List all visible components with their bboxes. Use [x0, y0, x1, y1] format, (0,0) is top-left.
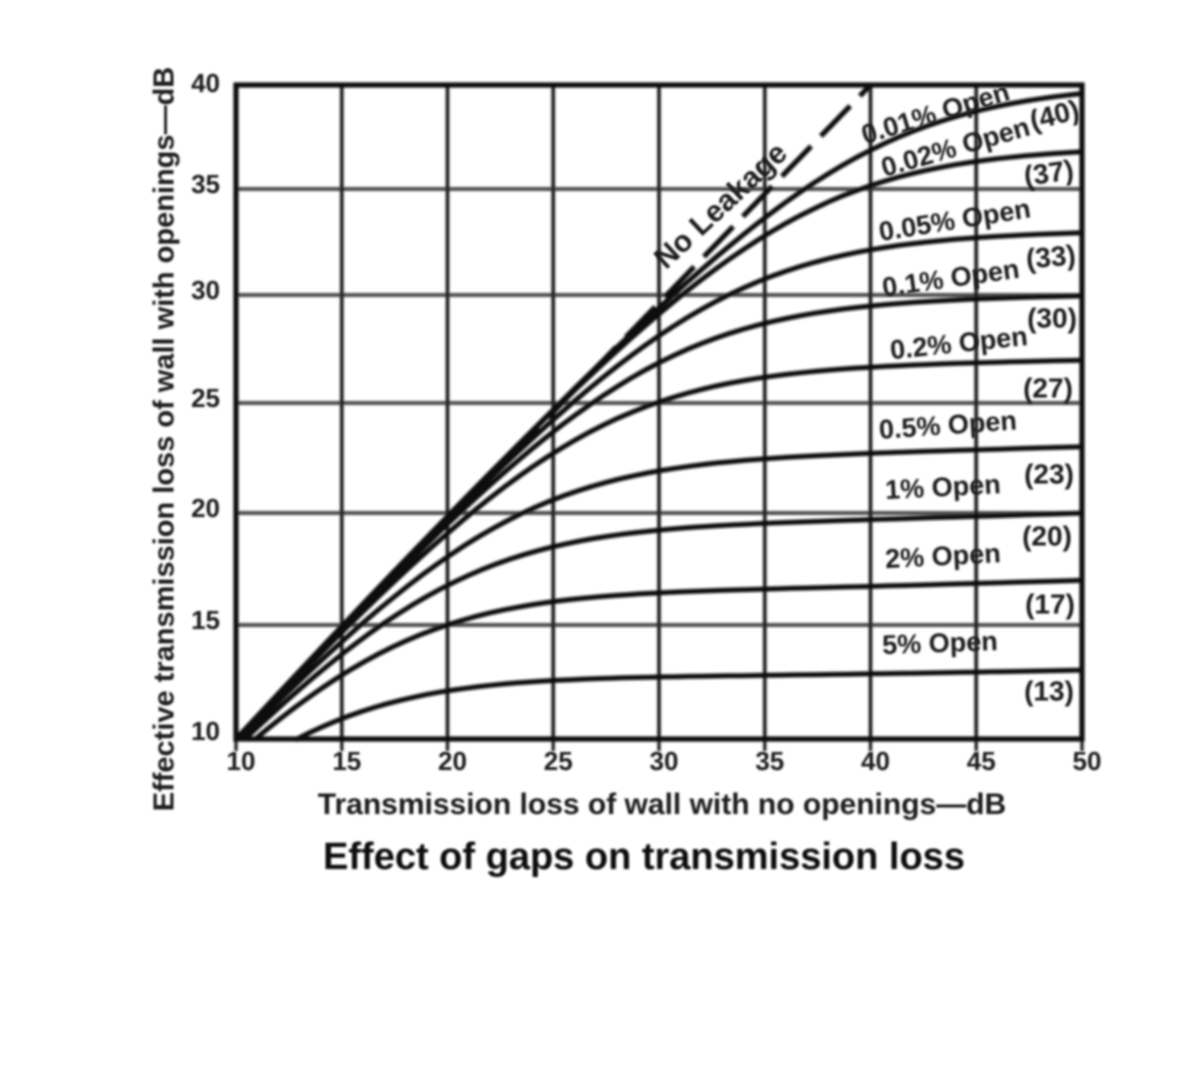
svg-text:Effect of gaps on transmission: Effect of gaps on transmission loss — [323, 836, 965, 878]
svg-text:5% Open: 5% Open — [882, 626, 999, 660]
svg-text:35: 35 — [755, 746, 784, 776]
svg-text:(37): (37) — [1022, 154, 1076, 192]
svg-text:40: 40 — [191, 68, 220, 98]
svg-text:40: 40 — [861, 746, 890, 776]
svg-text:20: 20 — [191, 493, 220, 523]
svg-text:(17): (17) — [1025, 588, 1075, 619]
svg-text:(20): (20) — [1022, 520, 1072, 551]
svg-text:0.5% Open: 0.5% Open — [878, 405, 1018, 445]
svg-text:20: 20 — [438, 746, 467, 776]
svg-text:15: 15 — [191, 605, 220, 635]
svg-text:35: 35 — [191, 169, 220, 199]
svg-text:1% Open: 1% Open — [884, 469, 1001, 505]
svg-text:15: 15 — [332, 746, 361, 776]
svg-text:45: 45 — [967, 746, 996, 776]
svg-text:Transmission loss of wall with: Transmission loss of wall with no openin… — [318, 788, 1006, 821]
svg-text:50: 50 — [1073, 746, 1102, 776]
svg-text:(23): (23) — [1024, 458, 1074, 489]
svg-text:(30): (30) — [1027, 302, 1077, 333]
svg-text:0.2% Open: 0.2% Open — [889, 321, 1029, 365]
svg-text:25: 25 — [544, 746, 573, 776]
svg-text:10: 10 — [191, 716, 220, 746]
svg-text:25: 25 — [191, 383, 220, 413]
svg-text:(27): (27) — [1023, 372, 1073, 403]
svg-text:2% Open: 2% Open — [884, 538, 1001, 574]
svg-text:10: 10 — [227, 746, 256, 776]
svg-text:30: 30 — [191, 275, 220, 305]
svg-text:Effective transmission loss of: Effective transmission loss of wall with… — [149, 67, 181, 811]
svg-text:(13): (13) — [1024, 675, 1074, 706]
svg-text:(33): (33) — [1025, 239, 1077, 274]
svg-text:30: 30 — [650, 746, 679, 776]
